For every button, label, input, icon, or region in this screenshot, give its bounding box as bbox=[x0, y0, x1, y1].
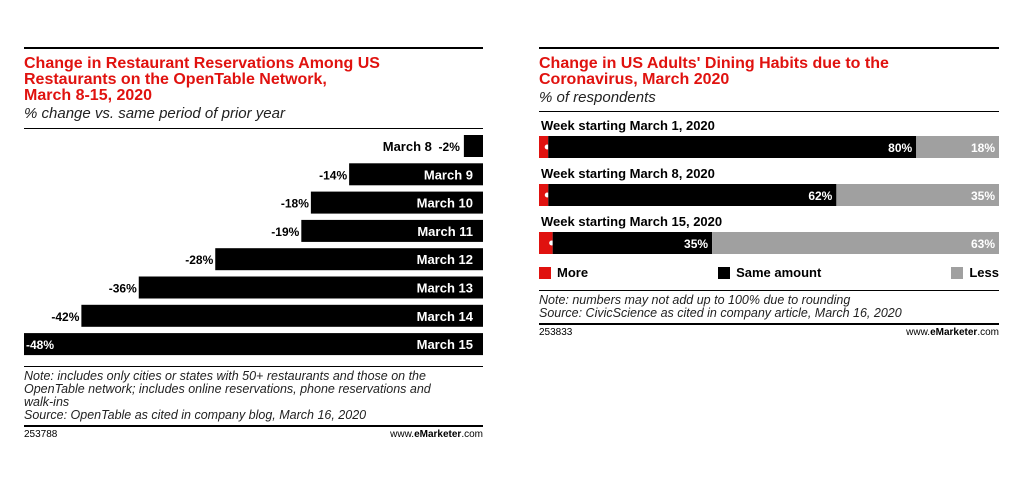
legend-label-less: Less bbox=[969, 265, 999, 280]
left-note-line-3: walk-ins bbox=[24, 395, 70, 409]
note-rule bbox=[539, 290, 999, 291]
right-chart-id: 253833 bbox=[539, 327, 573, 338]
site-suffix: .com bbox=[461, 429, 483, 440]
right-note: Note: numbers may not add up to 100% due… bbox=[539, 294, 999, 320]
footer-rule bbox=[24, 425, 483, 427]
bar-march-8 bbox=[463, 135, 483, 157]
site-brand: eMarketer bbox=[930, 327, 978, 338]
left-bar-chart: March 8 -2% March 9 -14% March 10 -18% March 1… bbox=[24, 135, 483, 356]
segment-same-amount bbox=[548, 184, 837, 206]
category-label: March 9 bbox=[424, 167, 473, 182]
category-label: March 15 bbox=[417, 337, 473, 352]
value-label: -28% bbox=[185, 253, 213, 267]
legend-label-more: More bbox=[557, 265, 589, 280]
segment-value-label: 35% bbox=[684, 237, 708, 251]
right-footer: 253833 www.eMarketer.com bbox=[539, 327, 999, 338]
segment-value-label: 62% bbox=[808, 189, 832, 203]
right-stacked-bar-chart: Week starting March 1, 20202%80%18%Week … bbox=[539, 118, 999, 254]
bar-march-9 bbox=[349, 163, 483, 186]
row-label: Week starting March 8, 2020 bbox=[541, 166, 715, 181]
category-label: March 12 bbox=[417, 252, 473, 267]
left-title-line-1: Change in Restaurant Reservations Among … bbox=[24, 55, 380, 72]
segment-value-label: 63% bbox=[971, 237, 995, 251]
left-chart-subtitle: % change vs. same period of prior year bbox=[24, 105, 285, 122]
left-chart-id: 253788 bbox=[24, 429, 58, 440]
left-note: Note: includes only cities or states wit… bbox=[24, 370, 483, 422]
left-chart-panel: Change in Restaurant Reservations Among … bbox=[24, 47, 483, 440]
segment-same-amount bbox=[552, 232, 713, 254]
segment-less bbox=[836, 184, 999, 206]
right-source: Source: CivicScience as cited in company… bbox=[539, 306, 902, 320]
right-chart-title: Change in US Adults' Dining Habits due t… bbox=[539, 56, 999, 88]
left-chart-title: Change in Restaurant Reservations Among … bbox=[24, 56, 483, 104]
footer-rule bbox=[539, 323, 999, 325]
value-label: -14% bbox=[319, 168, 347, 182]
note-rule bbox=[24, 366, 483, 367]
value-label: -18% bbox=[281, 197, 309, 211]
right-title-line-2: Coronavirus, March 2020 bbox=[539, 71, 730, 88]
bar-march-10 bbox=[310, 191, 483, 214]
subtitle-rule bbox=[539, 111, 999, 112]
legend-swatch-more bbox=[539, 266, 551, 279]
left-note-line-1: Note: includes only cities or states wit… bbox=[24, 369, 426, 383]
segment-value-label: 80% bbox=[888, 141, 912, 155]
legend-item-more: More bbox=[539, 265, 588, 280]
left-footer: 253788 www.eMarketer.com bbox=[24, 429, 483, 440]
top-rule bbox=[24, 47, 483, 49]
site-prefix: www. bbox=[906, 327, 931, 338]
right-note-line: Note: numbers may not add up to 100% due… bbox=[539, 293, 851, 307]
legend-swatch-less bbox=[951, 266, 964, 279]
category-label: March 10 bbox=[417, 196, 473, 211]
legend: More Same amount Less bbox=[539, 265, 999, 280]
value-label: -2% bbox=[439, 140, 461, 154]
left-title-line-2: Restaurants on the OpenTable Network, bbox=[24, 71, 327, 88]
left-site-link[interactable]: www.eMarketer.com bbox=[390, 429, 483, 440]
value-label: -36% bbox=[109, 282, 137, 296]
left-title-line-3: March 8-15, 2020 bbox=[24, 87, 153, 104]
row-label: Week starting March 1, 2020 bbox=[541, 118, 715, 133]
bar-march-12 bbox=[215, 248, 483, 271]
segment-more bbox=[539, 184, 549, 206]
right-title-line-1: Change in US Adults' Dining Habits due t… bbox=[539, 55, 889, 72]
segment-less bbox=[712, 232, 999, 254]
segment-more bbox=[539, 232, 553, 254]
segment-same-amount bbox=[548, 136, 917, 158]
bar-march-14 bbox=[81, 304, 483, 327]
site-prefix: www. bbox=[390, 429, 415, 440]
legend-item-less: Less bbox=[951, 265, 999, 280]
bar-march-13 bbox=[138, 276, 483, 299]
left-note-line-2: OpenTable network; includes online reser… bbox=[24, 382, 431, 396]
site-brand: eMarketer bbox=[414, 429, 462, 440]
legend-item-same: Same amount bbox=[718, 265, 821, 280]
right-chart-panel: Change in US Adults' Dining Habits due t… bbox=[539, 47, 999, 338]
category-label: March 13 bbox=[417, 281, 473, 296]
segment-less bbox=[916, 136, 999, 158]
row-label: Week starting March 15, 2020 bbox=[541, 214, 722, 229]
value-label: -19% bbox=[271, 225, 299, 239]
right-chart-subtitle: % of respondents bbox=[539, 89, 656, 106]
bar-march-15 bbox=[24, 333, 483, 356]
left-source: Source: OpenTable as cited in company bl… bbox=[24, 408, 367, 422]
site-suffix: .com bbox=[977, 327, 999, 338]
right-site-link[interactable]: www.eMarketer.com bbox=[906, 327, 999, 338]
segment-value-label: 35% bbox=[971, 189, 995, 203]
legend-swatch-same bbox=[718, 266, 731, 279]
segment-more bbox=[539, 136, 549, 158]
category-label: March 11 bbox=[417, 224, 473, 239]
subtitle-rule bbox=[24, 128, 483, 129]
category-label: March 14 bbox=[417, 309, 474, 324]
value-label: -48% bbox=[26, 338, 54, 352]
segment-value-label: 18% bbox=[971, 141, 995, 155]
top-rule bbox=[539, 47, 999, 49]
value-label: -42% bbox=[51, 310, 79, 324]
category-label: March 8 bbox=[383, 139, 432, 154]
legend-label-same: Same amount bbox=[736, 265, 822, 280]
bar-march-11 bbox=[301, 219, 483, 242]
